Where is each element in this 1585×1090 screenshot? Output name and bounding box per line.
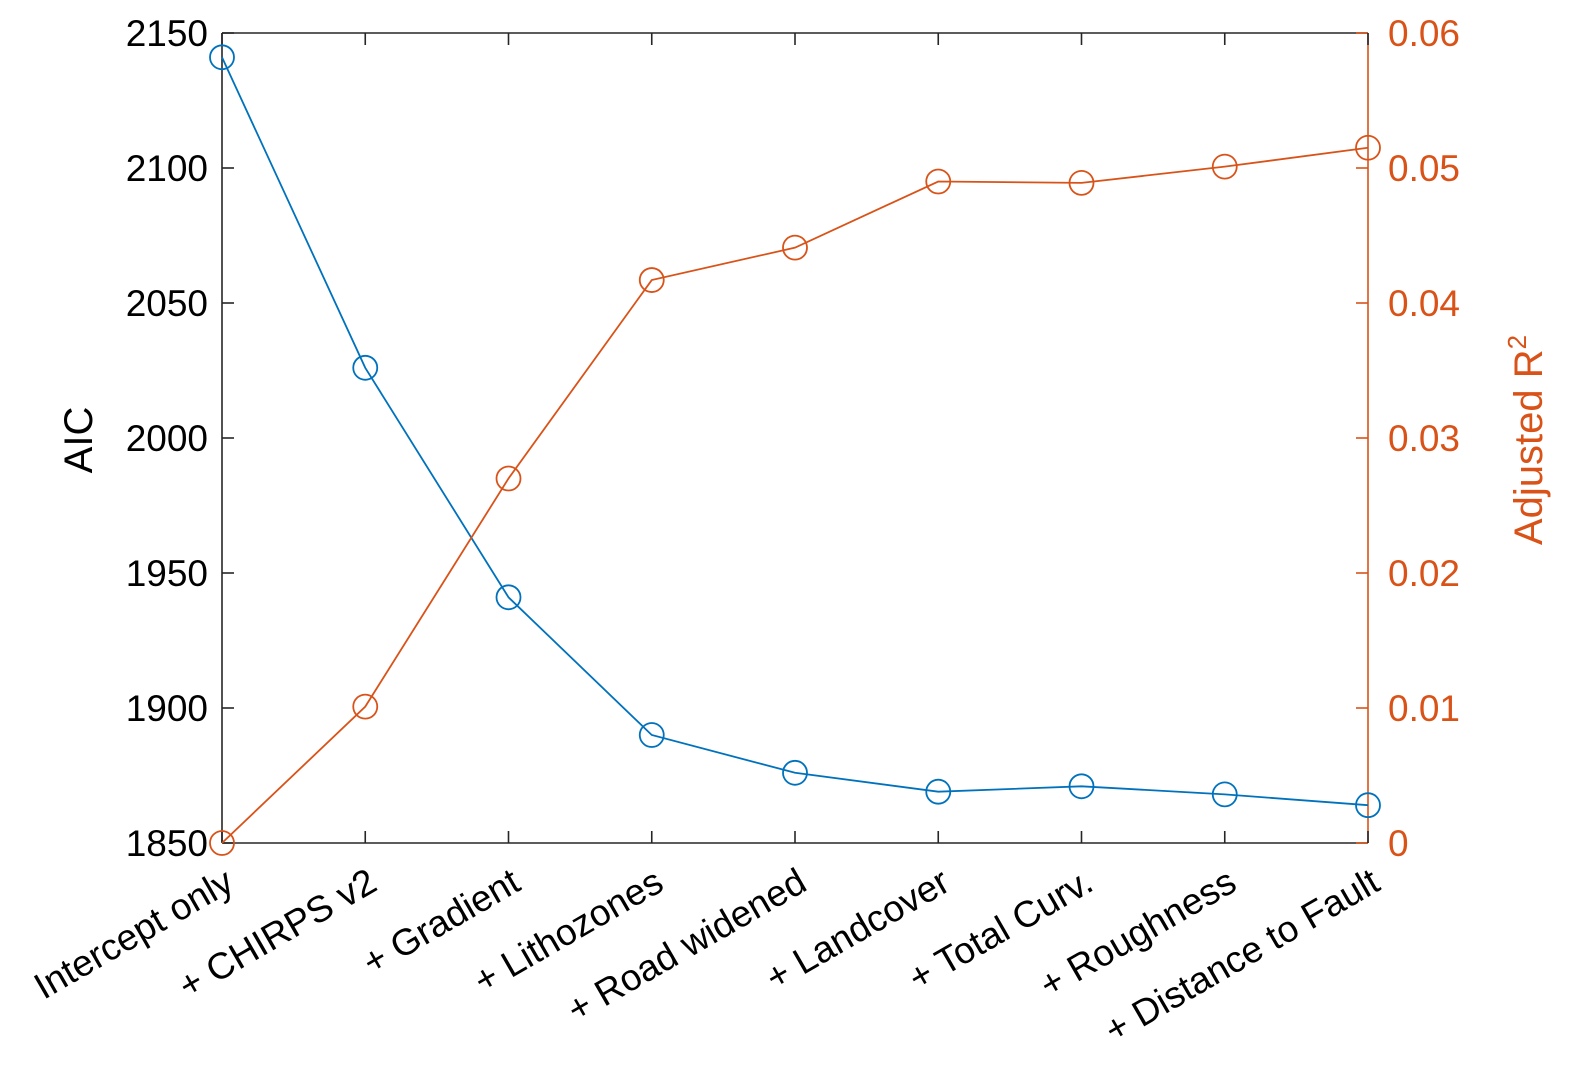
data-point-left (925, 778, 952, 805)
x-category-label: + Distance to Fault (1097, 860, 1386, 1051)
y-right-tick-label: 0.01 (1388, 688, 1460, 729)
y-left-tick-label: 1900 (126, 688, 208, 729)
data-point-right (495, 465, 522, 492)
data-point-right (1355, 134, 1381, 161)
y-right-axis-title-text: Adjusted R (1507, 349, 1551, 545)
data-point-left (495, 584, 522, 611)
series-right (209, 134, 1381, 856)
axes (221, 32, 1369, 844)
data-point-right (209, 830, 235, 856)
y-right-axis-title-superscript: 2 (1502, 335, 1532, 349)
y-right-tick-label: 0.03 (1388, 418, 1460, 459)
y-right-tick-label: 0.02 (1388, 553, 1460, 594)
data-point-left (782, 759, 808, 786)
y-left-tick-label: 2100 (126, 148, 208, 189)
y-right-tick-label: 0 (1388, 823, 1409, 864)
data-point-left (1355, 792, 1381, 819)
x-category-label: + Road widened (560, 860, 813, 1030)
y-right-tick-label: 0.06 (1388, 13, 1460, 54)
data-point-right (1068, 169, 1095, 196)
y-left-tick-label: 2050 (126, 283, 208, 324)
y-left-tick-label: 1850 (126, 823, 208, 864)
plot-series (209, 44, 1381, 856)
data-point-right (782, 234, 808, 261)
y-left-tick-label: 2000 (126, 418, 208, 459)
data-point-right (1211, 153, 1238, 180)
y-left-tick-label: 2150 (126, 13, 208, 54)
y-right-tick-label: 0.05 (1388, 148, 1460, 189)
data-point-left (209, 44, 235, 71)
series-line-left (221, 56, 1369, 807)
y-left-tick-label: 1950 (126, 553, 208, 594)
data-point-left (352, 354, 379, 381)
y-left-axis-title: AIC (57, 407, 101, 474)
data-point-right (352, 693, 379, 720)
data-point-left (1068, 773, 1095, 800)
data-point-left (638, 722, 665, 748)
y-right-tick-label: 0.04 (1388, 283, 1460, 324)
y-right-axis-title: Adjusted R2 (1502, 335, 1551, 545)
series-line-right (221, 146, 1369, 844)
series-left (209, 44, 1381, 819)
tick-labels: 1850 1900 1950 2000 2050 2100 2150 0 0.01 0.02 0.0… (27, 13, 1460, 1051)
data-point-right (925, 168, 952, 195)
data-point-right (638, 267, 665, 293)
data-point-left (1211, 781, 1238, 808)
